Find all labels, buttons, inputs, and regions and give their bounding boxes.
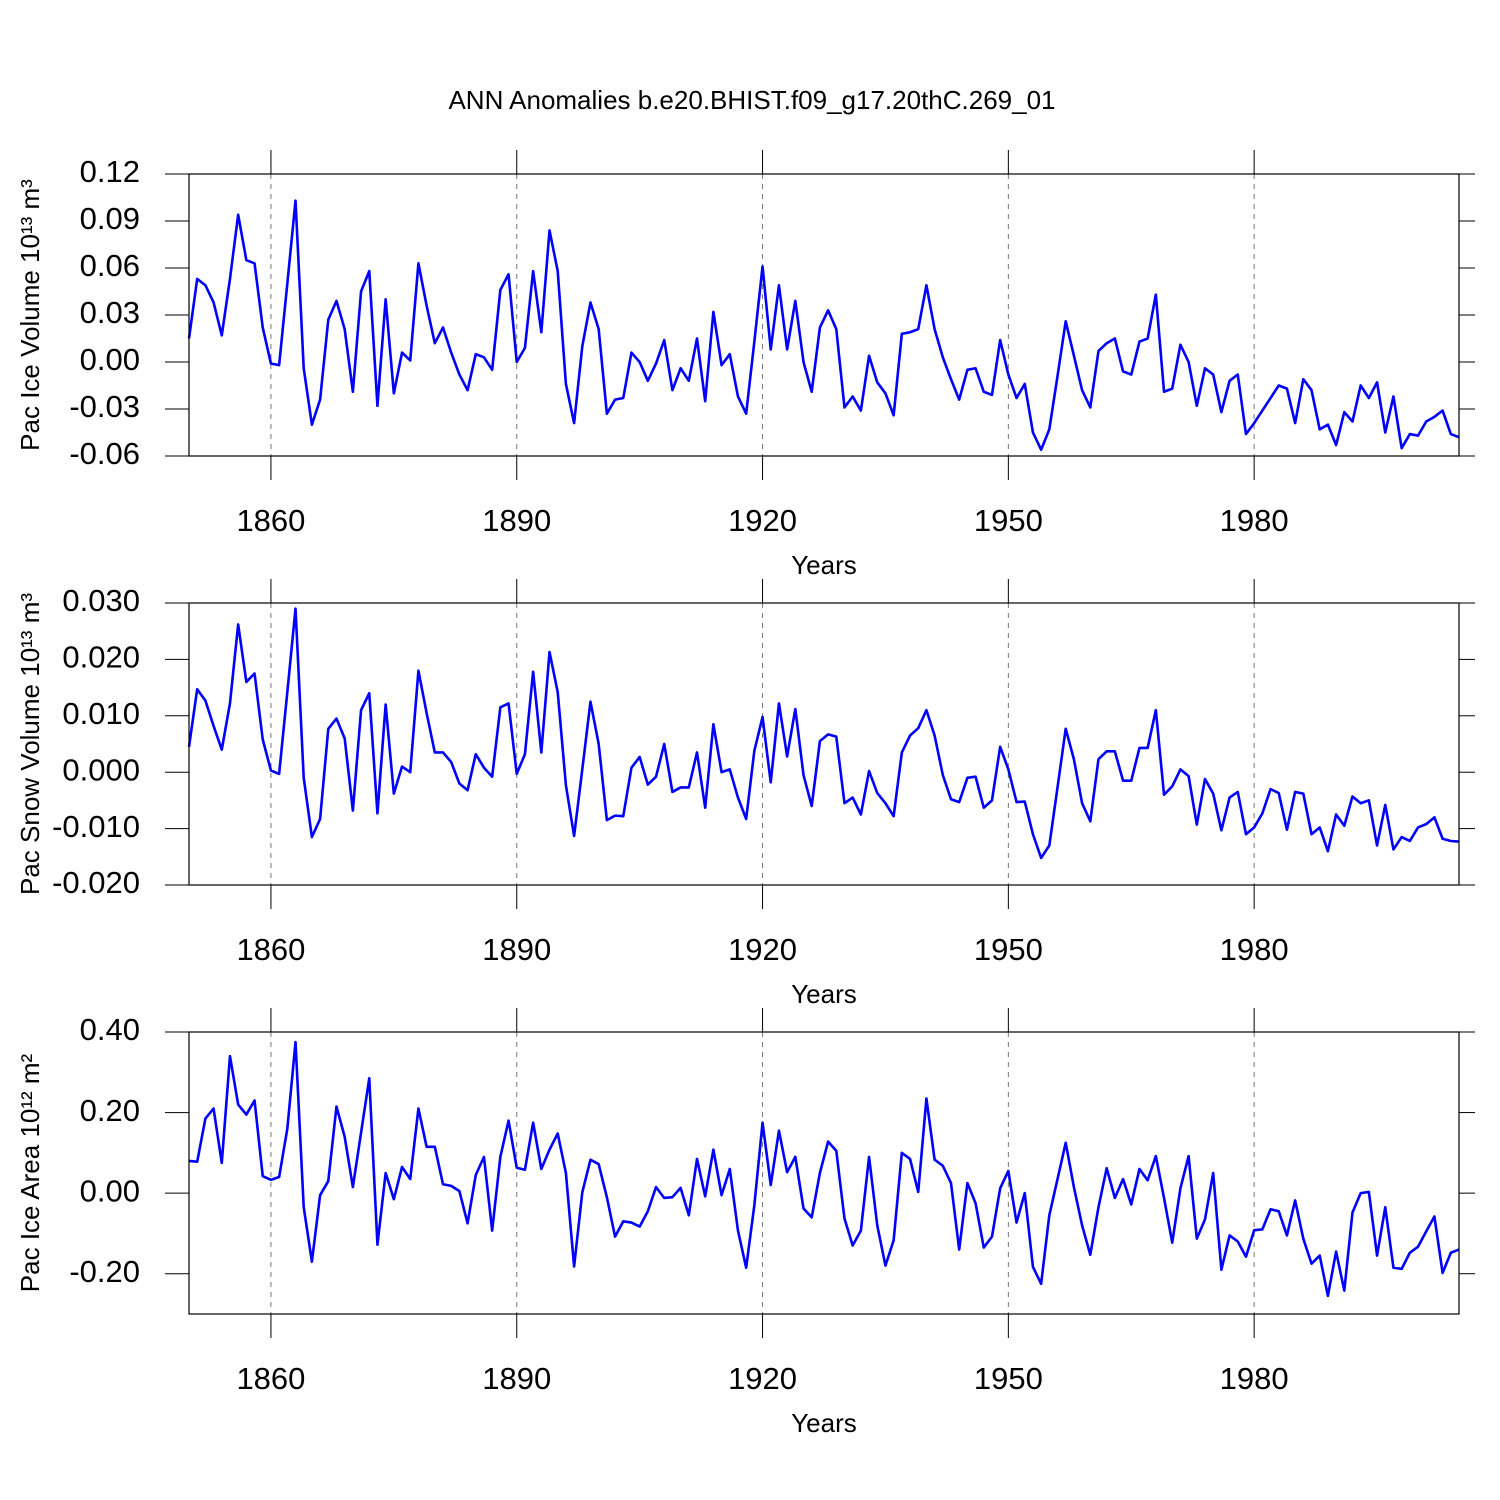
x-tick-label: 1920 [728,932,797,967]
y-tick-label: 0.00 [80,342,140,377]
y-tick-label: -0.06 [69,436,140,471]
x-tick-label: 1890 [482,503,551,538]
y-axis-label: Pac Snow Volume 10¹³ m³ [15,593,45,895]
y-tick-label: 0.40 [80,1012,140,1047]
y-tick-label: -0.20 [69,1254,140,1289]
x-tick-label: 1950 [974,1361,1043,1396]
y-tick-label: 0.010 [62,696,140,731]
plot-frame [188,1031,1460,1315]
x-tick-label: 1920 [728,503,797,538]
y-tick-label: 0.03 [80,295,140,330]
x-tick-label: 1950 [974,932,1043,967]
data-line [188,1040,1460,1298]
y-tick-label: 0.020 [62,640,140,675]
x-tick-label: 1950 [974,503,1043,538]
y-tick-label: 0.06 [80,248,140,283]
y-tick-label: -0.010 [52,809,140,844]
y-tick-label: 0.00 [80,1173,140,1208]
x-tick-label: 1980 [1220,503,1289,538]
x-tick-label: 1860 [236,1361,305,1396]
x-tick-label: 1890 [482,1361,551,1396]
y-tick-label: 0.030 [62,583,140,618]
y-tick-label: 0.000 [62,752,140,787]
y-axis-label: Pac Ice Volume 10¹³ m³ [15,179,45,451]
x-axis-label: Years [791,1408,857,1438]
x-tick-label: 1860 [236,932,305,967]
x-tick-label: 1920 [728,1361,797,1396]
plot-frame [188,602,1460,886]
y-tick-label: 0.09 [80,201,140,236]
plot-frame [188,173,1460,457]
data-line [187,199,1460,452]
y-tick-label: 0.20 [80,1093,140,1128]
y-tick-label: -0.03 [69,389,140,424]
y-axis-label: Pac Ice Area 10¹² m² [15,1053,45,1292]
y-tick-label: 0.12 [80,154,140,189]
data-line [187,607,1460,860]
figure-title: ANN Anomalies b.e20.BHIST.f09_g17.20thC.… [448,85,1055,115]
x-tick-label: 1890 [482,932,551,967]
x-axis-label: Years [791,550,857,580]
x-tick-label: 1980 [1220,1361,1289,1396]
y-tick-label: -0.020 [52,865,140,900]
x-axis-label: Years [791,979,857,1009]
x-tick-label: 1860 [236,503,305,538]
x-tick-label: 1980 [1220,932,1289,967]
